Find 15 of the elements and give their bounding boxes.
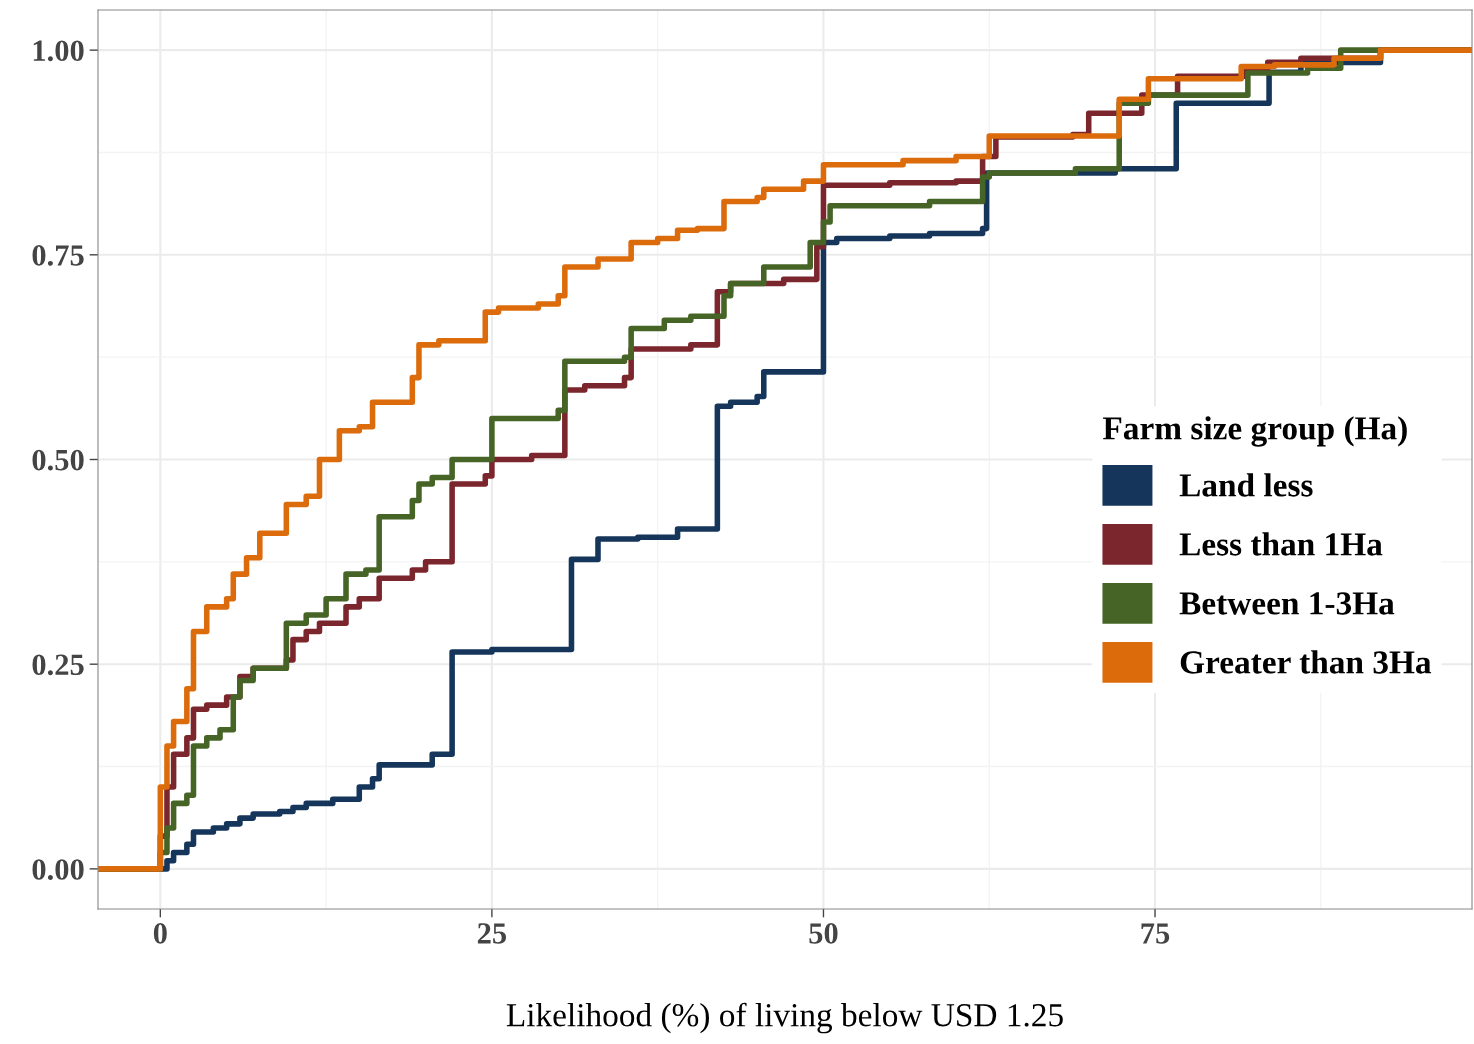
y-tick-label: 0.75 <box>32 245 84 266</box>
x-tick-label: 0 <box>153 923 167 944</box>
x-tick-label: 25 <box>477 923 507 944</box>
x-axis-title: Likelihood (%) of living below USD 1.25 <box>506 1002 1063 1034</box>
legend-label: Land less <box>1179 473 1313 497</box>
y-tick-label: 0.50 <box>32 449 84 471</box>
legend-label: Less than 1Ha <box>1179 532 1383 556</box>
y-tick-label: 0.25 <box>32 654 84 676</box>
legend-label: Greater than 3Ha <box>1180 650 1432 674</box>
legend-label: Between 1-3Ha <box>1179 592 1395 615</box>
x-tick-label: 75 <box>1141 923 1170 944</box>
y-tick-label: 1.00 <box>33 40 84 62</box>
x-tick-label: 50 <box>809 923 838 944</box>
legend-title: Farm size group (Ha) <box>1103 416 1407 447</box>
y-tick-label: 0.00 <box>32 859 84 880</box>
